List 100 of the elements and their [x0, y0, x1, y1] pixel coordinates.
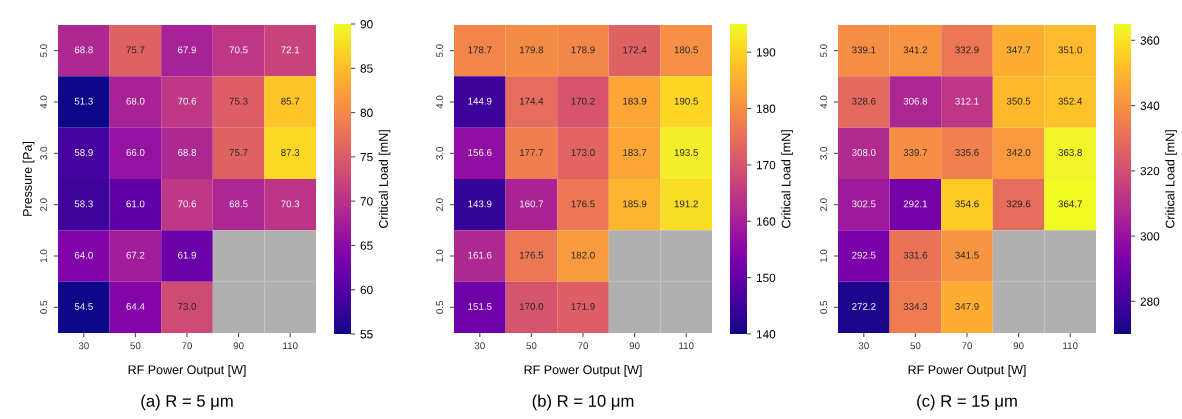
data-label: 364.7: [1058, 200, 1082, 208]
y-tick-label: 1.0: [820, 249, 828, 263]
x-tick-label: 90: [1013, 342, 1024, 350]
y-tick-label: 5.0: [40, 44, 48, 58]
y-axis-title: Pressure [Pa]: [22, 142, 35, 216]
data-label: 68.5: [229, 200, 248, 208]
color-bar-label: 360: [1140, 36, 1160, 45]
y-tick-label: 4.0: [40, 95, 48, 109]
color-bar-label: 180: [756, 104, 776, 113]
data-label: 75.3: [229, 97, 248, 105]
data-label: 67.2: [126, 251, 145, 259]
data-label: 191.2: [674, 200, 698, 208]
data-label: 339.7: [903, 149, 928, 156]
x-tick-label: 70: [182, 342, 193, 350]
data-label: 176.5: [571, 200, 595, 208]
data-label: 75.7: [229, 149, 248, 156]
color-bar-label: 170: [756, 160, 776, 170]
data-label: 341.2: [903, 46, 928, 54]
y-tick-label: 0.5: [820, 300, 828, 314]
data-label: 156.6: [468, 149, 492, 156]
data-label: 351.0: [1058, 46, 1082, 54]
color-bar-label: 280: [1140, 297, 1160, 306]
color-bar-title: Critical Load [mN]: [378, 130, 391, 229]
y-tick-label: 3.0: [820, 146, 828, 160]
data-label: 68.8: [74, 46, 93, 54]
data-label: 183.7: [623, 149, 647, 156]
data-label: 339.1: [852, 46, 876, 54]
color-bar-label: 160: [756, 217, 776, 226]
data-label: 160.7: [519, 200, 544, 208]
data-label: 331.6: [903, 251, 928, 259]
data-label: 193.5: [674, 149, 698, 156]
data-label: 308.0: [852, 149, 876, 156]
data-label: 70.6: [178, 200, 197, 208]
x-tick-label: 50: [910, 342, 921, 350]
y-tick-label: 2.0: [436, 198, 444, 211]
x-tick-label: 70: [962, 342, 973, 350]
data-label: 177.7: [519, 149, 544, 156]
color-bar-label: 320: [1140, 166, 1160, 176]
data-label: 64.4: [126, 303, 145, 310]
color-bar-title: Critical Load [mN]: [1165, 130, 1177, 229]
data-label: 176.5: [519, 251, 544, 259]
data-label: 190.5: [674, 97, 698, 105]
data-label: 58.9: [74, 149, 93, 156]
data-label: 61.9: [178, 251, 196, 259]
data-label: 144.9: [468, 97, 492, 105]
data-label: 332.9: [955, 46, 979, 54]
data-label: 341.5: [955, 251, 979, 259]
data-label: 363.8: [1058, 149, 1082, 156]
x-tick-label: 70: [578, 342, 589, 350]
y-tick-label: 4.0: [436, 95, 444, 109]
data-label: 272.2: [852, 303, 876, 310]
y-tick-label: 5.0: [436, 44, 444, 58]
data-label: 73.0: [178, 303, 197, 310]
x-tick-label: 90: [233, 342, 244, 350]
color-bar-label: 70: [360, 197, 373, 206]
color-bar-label: 140: [756, 330, 776, 339]
data-label: 182.0: [571, 251, 595, 259]
data-label: 172.4: [623, 46, 647, 54]
data-label: 329.6: [1006, 200, 1031, 208]
y-tick-label: 4.0: [820, 95, 828, 109]
data-label: 68.8: [178, 149, 197, 156]
data-label: 161.6: [468, 251, 492, 259]
data-label: 68.0: [126, 97, 145, 105]
x-tick-label: 50: [130, 342, 141, 350]
x-axis-title: RF Power Output [W]: [908, 364, 1026, 377]
color-bar-title: Critical Load [mN]: [781, 130, 793, 229]
color-bar-label: 300: [1140, 232, 1160, 241]
text: (c) R = 15 μm: [917, 394, 1017, 411]
x-axis-title: RF Power Output [W]: [524, 364, 642, 377]
data-label: 64.0: [74, 251, 93, 259]
y-tick-label: 0.5: [436, 300, 444, 314]
data-label: 292.5: [852, 251, 876, 259]
data-label: 178.7: [468, 46, 492, 54]
x-axis-title: RF Power Output [W]: [128, 364, 246, 377]
data-label: 170.2: [571, 97, 595, 105]
data-label: 58.3: [74, 200, 93, 208]
y-tick-label: 3.0: [40, 146, 48, 160]
data-label: 342.0: [1006, 149, 1031, 156]
x-tick-label: 110: [283, 342, 298, 350]
data-label: 173.0: [571, 149, 595, 156]
data-label: 183.9: [623, 97, 647, 105]
data-label: 334.3: [903, 303, 928, 310]
color-bar-label: 80: [360, 108, 373, 117]
data-label: 302.5: [852, 200, 876, 208]
data-label: 66.0: [126, 149, 145, 156]
y-tick-label: 3.0: [436, 146, 444, 160]
text: (a) R = 5 μm: [141, 394, 233, 411]
data-label: 70.5: [229, 46, 248, 54]
data-label: 54.5: [74, 303, 93, 310]
data-label: 171.9: [571, 303, 595, 310]
data-label: 185.9: [623, 200, 647, 208]
color-bar-label: 75: [360, 153, 373, 162]
data-label: 292.1: [903, 200, 928, 208]
color-bar-label: 90: [360, 20, 373, 29]
y-tick-label: 5.0: [820, 44, 828, 58]
data-label: 347.9: [955, 303, 979, 310]
data-label: 178.9: [571, 46, 595, 54]
color-bar-label: 65: [360, 241, 373, 250]
x-tick-label: 90: [629, 342, 640, 350]
data-label: 352.4: [1058, 97, 1083, 105]
